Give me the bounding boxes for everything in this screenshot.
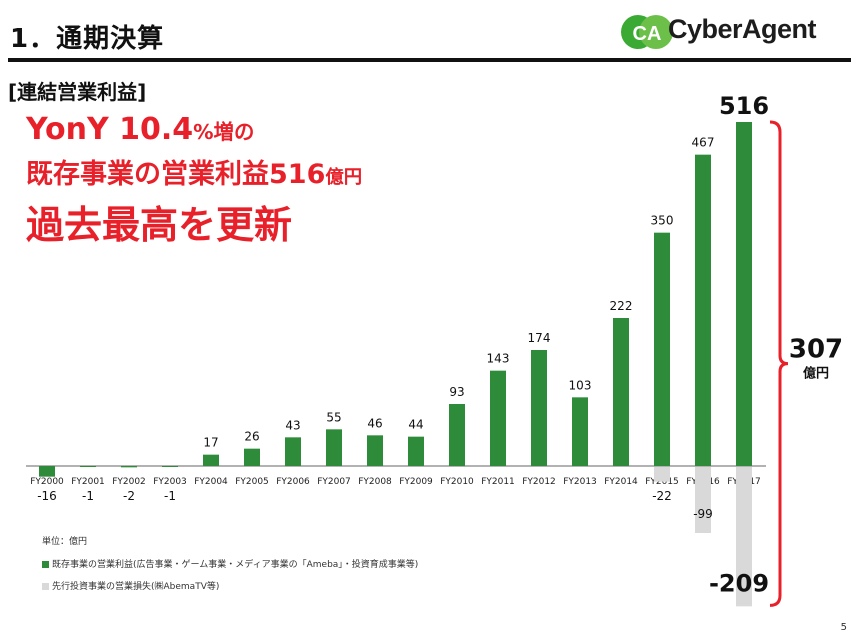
page-number: 5 [840,622,847,633]
bar-existing [326,429,342,466]
headline-growth-main: YonY 10.4 [26,112,194,147]
x-tick-label: FY2011 [481,477,515,487]
cyberagent-logo: CA [621,15,673,49]
data-label-investment: -209 [709,569,769,597]
bar-existing [367,435,383,466]
data-label-existing: 26 [244,430,259,444]
x-tick-label: FY2013 [563,477,597,487]
headline-profit: 既存事業の営業利益516億円 [26,152,362,191]
legend-existing: 既存事業の営業利益(広告事業・ゲーム事業・メディア事業の「Ameba」・投資育成… [42,557,418,570]
data-label-existing: -16 [37,489,57,503]
x-tick-label: FY2014 [604,477,638,487]
headline-record: 過去最高を更新 [26,203,293,247]
x-tick-label: FY2003 [153,477,187,487]
chart-subtitle: [連結営業利益] [8,80,147,104]
difference-value: 307 [789,335,843,365]
x-tick-label: FY2010 [440,477,474,487]
bar-existing [572,397,588,466]
bar-existing [203,454,219,466]
bar-existing [695,154,711,466]
bar-existing [408,436,424,466]
legend-investment: 先行投資事業の営業損失(㈱AbemaTV等) [42,579,219,592]
bar-existing [736,122,752,466]
headline-profit-unit: 億円 [325,167,363,188]
x-tick-label: FY2002 [112,477,146,487]
bar-existing [654,232,670,466]
x-tick-label: FY2000 [30,477,64,487]
x-tick-label: FY2009 [399,477,433,487]
bar-existing [613,318,629,466]
data-label-existing: 516 [719,92,769,120]
bar-existing [162,466,178,467]
data-label-existing: 44 [408,418,423,432]
bar-investment [654,467,670,482]
data-label-existing: 467 [692,136,715,150]
x-tick-label: FY2008 [358,477,392,487]
x-tick-label: FY2005 [235,477,269,487]
data-label-existing: 46 [367,416,382,430]
bar-investment [695,467,711,533]
bar-existing [244,448,260,466]
bar-existing [80,466,96,467]
bar-investment [736,467,752,607]
legend-existing-label: 既存事業の営業利益(広告事業・ゲーム事業・メディア事業の「Ameba」・投資育成… [52,560,419,570]
logo-text: CyberAgent [668,14,817,44]
headline-growth-suffix: %増の [193,120,255,144]
legend-swatch-investment [42,583,49,590]
bar-existing [39,466,55,477]
headline-growth: YonY 10.4%増の [26,112,254,147]
legend-swatch-existing [42,561,49,568]
bar-existing [121,466,137,468]
data-label-existing: -1 [82,489,94,503]
bar-existing [285,437,301,466]
data-label-existing: 350 [651,214,674,228]
data-label-existing: 174 [528,331,551,345]
data-label-existing: 55 [326,410,341,424]
title-divider [8,58,851,62]
x-tick-label: FY2006 [276,477,310,487]
bar-existing [490,370,506,466]
x-tick-label: FY2004 [194,477,228,487]
data-label-existing: 222 [610,299,633,313]
headline-profit-main: 既存事業の営業利益516 [26,159,326,190]
difference-unit: 億円 [803,366,829,382]
x-tick-label: FY2012 [522,477,556,487]
data-label-existing: -1 [164,489,176,503]
difference-bracket [769,120,789,607]
bar-existing [449,404,465,466]
bar-existing [531,350,547,466]
x-tick-label: FY2015 [645,477,679,487]
legend-investment-label: 先行投資事業の営業損失(㈱AbemaTV等) [52,582,220,592]
page-title: 1．通期決算 [10,24,165,54]
logo-mark: CA [633,23,662,45]
data-label-existing: 43 [285,418,300,432]
x-tick-label: FY2007 [317,477,351,487]
data-label-existing: 103 [569,378,592,392]
data-label-existing: 93 [449,385,464,399]
data-label-investment: -99 [693,507,713,521]
data-label-investment: -22 [652,489,672,503]
legend-unit: 単位：億円 [42,537,88,547]
x-tick-label: FY2001 [71,477,105,487]
data-label-existing: 17 [203,436,218,450]
data-label-existing: 143 [487,352,510,366]
data-label-existing: -2 [123,489,135,503]
